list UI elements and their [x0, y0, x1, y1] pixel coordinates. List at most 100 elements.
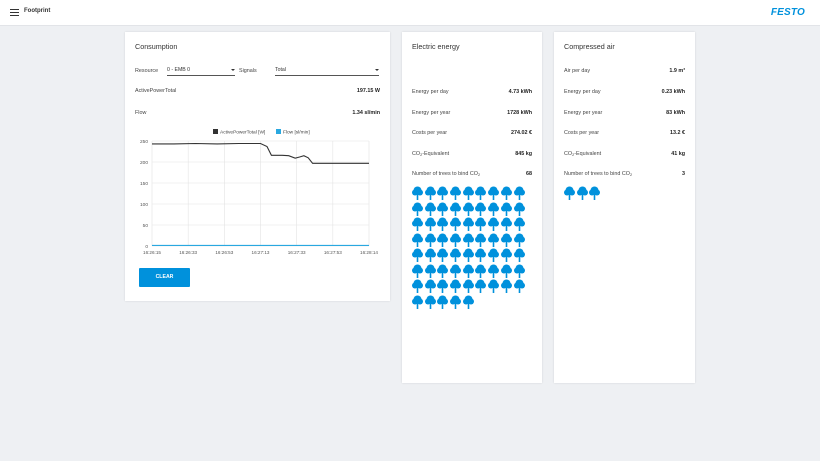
signals-select-value: Total: [275, 67, 286, 73]
legend-swatch: [276, 129, 281, 134]
consumption-row-value: 197.15 W: [356, 88, 380, 94]
tree-icon: [424, 295, 436, 309]
tree-icon: [475, 248, 487, 262]
tree-icon: [475, 217, 487, 231]
tree-icon: [437, 202, 449, 216]
y-tick-label: 150: [140, 181, 148, 187]
clear-button[interactable]: CLEAR: [139, 268, 190, 287]
tree-icon: [500, 248, 512, 262]
air-title: Compressed air: [564, 42, 615, 51]
chevron-down-icon: [231, 69, 235, 71]
tree-icon: [513, 202, 525, 216]
electric-row-value: 274.02 €: [511, 130, 532, 136]
air-row-label: Number of trees to bind CO2: [564, 171, 633, 177]
tree-icon: [412, 202, 423, 216]
legend-label: ActivePowerTotal [W]: [220, 130, 265, 136]
electric-row-label: Energy per day: [412, 89, 449, 95]
tree-icon: [437, 217, 449, 231]
y-tick-label: 0: [145, 244, 148, 250]
tree-icon: [462, 279, 474, 293]
x-tick-label: 16:27:33: [288, 250, 306, 255]
tree-icon: [437, 264, 449, 278]
electric-row-value: 1728 kWh: [507, 110, 532, 116]
legend-label: Flow [sl/min]: [283, 130, 310, 136]
tree-icon: [424, 202, 436, 216]
tree-icon: [475, 233, 487, 247]
tree-icon: [450, 264, 462, 278]
top-bar: Footprint FESTO: [0, 0, 820, 26]
tree-icon: [513, 248, 525, 262]
y-tick-label: 50: [143, 223, 149, 229]
tree-icon: [513, 217, 525, 231]
y-tick-label: 250: [140, 139, 148, 145]
tree-icon: [437, 295, 449, 309]
tree-icon: [488, 202, 500, 216]
consumption-card: Consumption Resource 0 - EMB 0 Signals T…: [125, 32, 390, 301]
electric-title: Electric energy: [412, 42, 460, 51]
x-tick-label: 16:27:53: [324, 250, 342, 255]
air-row-value: 0.23 kWh: [661, 89, 685, 95]
tree-icon: [513, 264, 525, 278]
tree-icon: [412, 264, 423, 278]
signals-select[interactable]: Total: [275, 67, 379, 76]
festo-logo[interactable]: FESTO: [770, 7, 805, 18]
y-tick-label: 200: [140, 160, 148, 166]
tree-icon: [462, 202, 474, 216]
x-tick-label: 16:26:15: [143, 250, 161, 255]
tree-icon: [437, 186, 449, 200]
tree-icon: [513, 233, 525, 247]
x-tick-label: 16:28:14: [360, 250, 378, 255]
hamburger-menu-icon[interactable]: [10, 9, 19, 17]
tree-icon: [488, 248, 500, 262]
tree-icon: [424, 264, 436, 278]
tree-icon: [462, 295, 474, 309]
tree-icon: [450, 202, 462, 216]
tree-icon: [500, 264, 512, 278]
air-row-label: CO2-Equivalent: [564, 151, 602, 157]
air-row-value: 83 kWh: [666, 110, 685, 116]
resource-select-value: 0 - EMB 0: [167, 67, 191, 73]
tree-icon: [488, 264, 500, 278]
tree-icon: [450, 217, 462, 231]
tree-icon: [412, 217, 423, 231]
electric-row-value: 845 kg: [515, 151, 532, 157]
air-row-value: 41 kg: [671, 151, 685, 157]
tree-icon: [450, 233, 462, 247]
air-row-value: 3: [682, 171, 685, 177]
y-tick-label: 100: [140, 202, 148, 208]
compressed-air-card: Compressed air Air per day 1.9 m³ Energy…: [554, 32, 695, 383]
tree-icon: [424, 279, 436, 293]
tree-icon: [500, 186, 512, 200]
electric-row-value: 68: [526, 171, 532, 177]
tree-icon: [437, 279, 449, 293]
tree-icon: [450, 248, 462, 262]
electric-row-value: 4.73 kWh: [508, 89, 532, 95]
tree-icon: [412, 295, 423, 309]
x-tick-label: 16:26:33: [179, 250, 197, 255]
resource-select[interactable]: 0 - EMB 0: [167, 67, 235, 76]
electric-row-label: CO2-Equivalent: [412, 151, 450, 157]
air-row-label: Energy per day: [564, 89, 601, 95]
app-title: Footprint: [24, 8, 51, 14]
air-row-value: 1.9 m³: [669, 68, 685, 74]
tree-icon: [500, 233, 512, 247]
tree-icon: [500, 202, 512, 216]
tree-icon: [450, 295, 462, 309]
tree-icon: [437, 248, 449, 262]
tree-icon: [462, 217, 474, 231]
legend-swatch: [213, 129, 218, 134]
series-line-0: [152, 142, 369, 164]
tree-icon: [475, 264, 487, 278]
tree-icon: [500, 279, 512, 293]
resource-label: Resource: [135, 68, 159, 74]
electric-row-label: Energy per year: [412, 110, 451, 116]
tree-icon: [488, 186, 500, 200]
tree-icon: [475, 279, 487, 293]
consumption-row-value: 1.34 sl/min: [352, 110, 380, 116]
tree-icon: [424, 248, 436, 262]
tree-icon: [488, 233, 500, 247]
tree-icon: [462, 248, 474, 262]
tree-icon: [412, 186, 423, 200]
electric-energy-card: Electric energy Energy per day 4.73 kWh …: [402, 32, 542, 383]
chevron-down-icon: [375, 69, 379, 71]
